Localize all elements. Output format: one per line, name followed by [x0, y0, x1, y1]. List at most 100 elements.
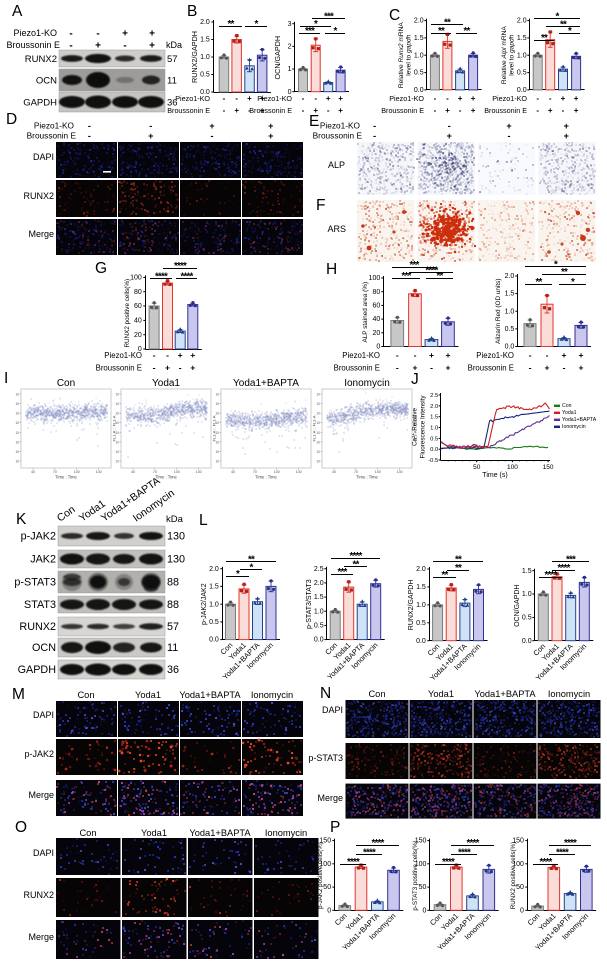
svg-text:88: 88	[167, 577, 179, 589]
svg-text:Yoda1+BAPTA: Yoda1+BAPTA	[474, 689, 536, 699]
svg-text:p-JAK2: p-JAK2	[24, 749, 54, 759]
svg-text:kDa: kDa	[166, 514, 184, 525]
svg-text:36: 36	[167, 98, 178, 109]
svg-text:Piezo1-KO: Piezo1-KO	[104, 351, 142, 360]
svg-text:OCN: OCN	[36, 76, 57, 87]
svg-text:0.5: 0.5	[505, 326, 515, 333]
svg-text:0: 0	[288, 89, 292, 96]
svg-text:RUNX2: RUNX2	[23, 890, 54, 900]
svg-text:Con: Con	[77, 690, 94, 700]
svg-text:*: *	[236, 569, 240, 580]
svg-text:****: ****	[564, 838, 577, 849]
svg-text:1.0: 1.0	[505, 308, 515, 315]
svg-text:Ionomycin: Ionomycin	[344, 378, 390, 389]
svg-text:***: ***	[409, 260, 419, 271]
svg-text:10: 10	[215, 412, 219, 416]
svg-text:10: 10	[215, 402, 219, 406]
svg-text:2.5: 2.5	[314, 566, 324, 573]
svg-text:+: +	[149, 29, 155, 40]
svg-text:-: -	[69, 41, 72, 52]
svg-text:50: 50	[419, 884, 427, 891]
svg-text:F: F	[316, 197, 325, 214]
svg-text:Relative Alpl mRNA: Relative Alpl mRNA	[501, 26, 508, 85]
svg-text:0.0: 0.0	[200, 89, 210, 96]
svg-text:Piezo1-KO: Piezo1-KO	[320, 121, 361, 131]
svg-text:Time : Time: Time : Time	[356, 475, 378, 480]
svg-text:Merge: Merge	[28, 932, 54, 942]
svg-text:-: -	[430, 363, 433, 373]
svg-text:130: 130	[167, 531, 185, 543]
svg-text:**: **	[227, 19, 234, 30]
svg-text:-: -	[529, 350, 532, 360]
svg-text:Ionomycin: Ionomycin	[548, 689, 590, 699]
svg-text:RUNX2/GAPDH: RUNX2/GAPDH	[190, 31, 199, 83]
svg-text:150: 150	[415, 838, 427, 845]
svg-text:130: 130	[397, 470, 403, 474]
svg-text:Con: Con	[368, 689, 385, 699]
svg-text:10: 10	[15, 460, 19, 464]
svg-text:*: *	[571, 277, 575, 288]
svg-text:J: J	[411, 371, 419, 388]
svg-text:+: +	[148, 131, 153, 141]
svg-text:Con: Con	[57, 378, 75, 389]
svg-text:Broussonin E: Broussonin E	[484, 106, 527, 115]
svg-text:****: ****	[180, 272, 193, 283]
svg-text:10: 10	[316, 421, 320, 425]
svg-text:10: 10	[115, 393, 119, 397]
svg-text:-: -	[446, 94, 449, 103]
svg-text:-: -	[153, 350, 156, 360]
svg-text:0: 0	[138, 346, 142, 353]
svg-text:Broussonin E: Broussonin E	[313, 131, 363, 141]
svg-text:+: +	[190, 363, 195, 373]
svg-text:1.5: 1.5	[314, 594, 324, 601]
svg-text:Fluorescence Intensity: Fluorescence Intensity	[420, 395, 427, 459]
svg-text:+: +	[165, 363, 170, 373]
svg-text:***: ***	[401, 271, 411, 282]
svg-text:-: -	[562, 106, 565, 115]
svg-text:150: 150	[543, 464, 554, 471]
svg-text:-: -	[223, 106, 226, 115]
svg-text:+: +	[561, 350, 566, 360]
svg-text:2.0: 2.0	[505, 273, 515, 280]
svg-text:1: 1	[288, 66, 292, 73]
svg-text:L: L	[199, 512, 208, 529]
svg-text:STAT3: STAT3	[24, 599, 56, 611]
svg-text:40: 40	[31, 470, 35, 474]
svg-text:RUNX2 positive cells(%): RUNX2 positive cells(%)	[510, 842, 517, 909]
svg-text:0.0: 0.0	[209, 637, 219, 644]
svg-text:*: *	[249, 563, 253, 574]
svg-text:*: *	[555, 12, 559, 23]
svg-text:Piezo1-KO: Piezo1-KO	[389, 94, 424, 103]
svg-text:0.5: 0.5	[209, 619, 219, 626]
svg-text:+: +	[247, 94, 252, 103]
svg-text:+: +	[95, 41, 101, 52]
svg-text:Yoda1: Yoda1	[152, 378, 180, 389]
svg-text:+: +	[561, 94, 566, 103]
svg-text:-: -	[211, 131, 214, 141]
svg-text:DAPI: DAPI	[33, 710, 54, 720]
svg-text:1.5: 1.5	[517, 35, 527, 42]
svg-text:Relative Runx2 mRNA: Relative Runx2 mRNA	[398, 22, 405, 89]
svg-text:0.5: 0.5	[430, 436, 438, 442]
svg-text:Merge: Merge	[317, 793, 343, 803]
svg-text:80: 80	[373, 289, 381, 296]
svg-text:B: B	[187, 3, 197, 20]
svg-text:DAPI: DAPI	[322, 705, 343, 715]
svg-text:****: ****	[349, 551, 362, 562]
svg-text:0.5: 0.5	[314, 623, 324, 630]
svg-text:57: 57	[167, 621, 179, 633]
svg-text:-: -	[434, 106, 437, 115]
svg-text:****: ****	[544, 570, 557, 581]
svg-text:0.5: 0.5	[200, 72, 210, 79]
svg-text:40: 40	[231, 470, 235, 474]
svg-text:p-STAT3 positive cells(%): p-STAT3 positive cells(%)	[412, 840, 419, 910]
svg-text:**: **	[436, 271, 443, 282]
svg-text:10: 10	[115, 431, 119, 435]
svg-text:Con: Con	[562, 403, 572, 409]
svg-text:-: -	[179, 363, 182, 373]
svg-text:C: C	[389, 7, 400, 24]
svg-text:GAPDH: GAPDH	[18, 664, 56, 676]
svg-text:100: 100	[415, 861, 427, 868]
svg-text:Yoda1: Yoda1	[428, 689, 454, 699]
svg-text:1.5: 1.5	[209, 584, 219, 591]
